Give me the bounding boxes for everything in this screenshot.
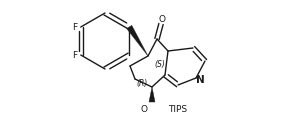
Text: TIPS: TIPS xyxy=(168,105,188,114)
Text: F: F xyxy=(72,23,77,32)
Text: (S): (S) xyxy=(154,59,165,68)
Text: O: O xyxy=(158,15,166,24)
Text: O: O xyxy=(140,105,148,114)
Polygon shape xyxy=(127,26,148,56)
Text: (R): (R) xyxy=(136,79,148,88)
Text: F: F xyxy=(72,51,77,60)
Text: N: N xyxy=(196,74,204,84)
Polygon shape xyxy=(149,87,155,102)
